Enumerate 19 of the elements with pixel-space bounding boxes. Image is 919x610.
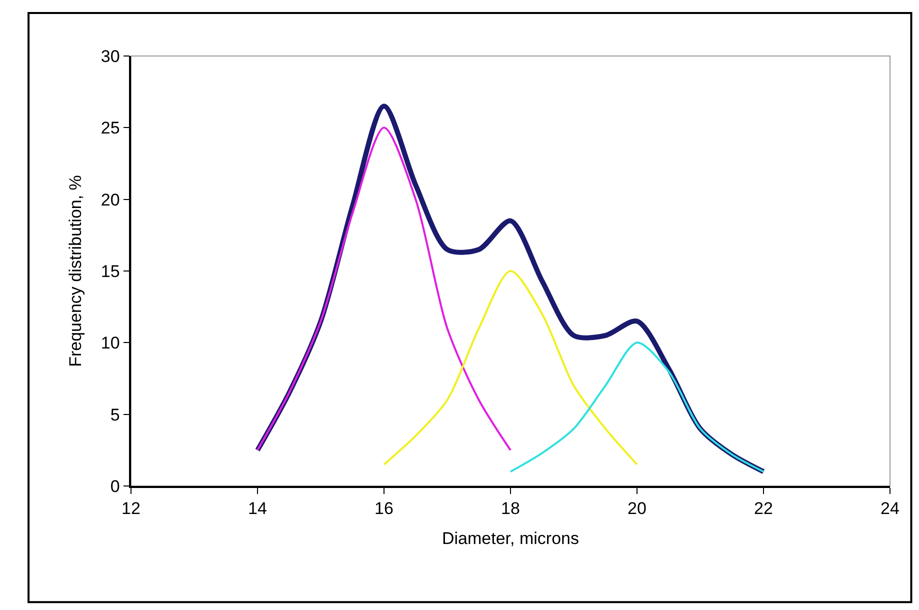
line-series xyxy=(383,270,638,466)
x-tick-label: 14 xyxy=(248,499,267,518)
x-tick-label: 12 xyxy=(122,499,140,518)
line-series xyxy=(510,342,764,473)
y-tick-label: 20 xyxy=(100,190,120,210)
y-tick-label: 10 xyxy=(100,334,120,353)
line-series xyxy=(256,126,512,452)
x-tick-label: 22 xyxy=(754,499,773,518)
y-tick-label: 30 xyxy=(100,46,120,66)
x-tick-label: 24 xyxy=(880,499,900,518)
x-axis-title: Diameter, microns xyxy=(442,529,579,548)
x-tick-label: 18 xyxy=(501,499,520,518)
y-tick-label: 15 xyxy=(100,262,120,281)
x-tick-label: 20 xyxy=(628,499,646,518)
y-tick-label: 5 xyxy=(110,405,120,424)
y-tick-label: 0 xyxy=(110,476,120,496)
x-tick-label: 16 xyxy=(374,499,394,518)
y-axis-title: Frequency distribution, % xyxy=(66,175,85,367)
y-tick-label: 25 xyxy=(100,118,120,138)
